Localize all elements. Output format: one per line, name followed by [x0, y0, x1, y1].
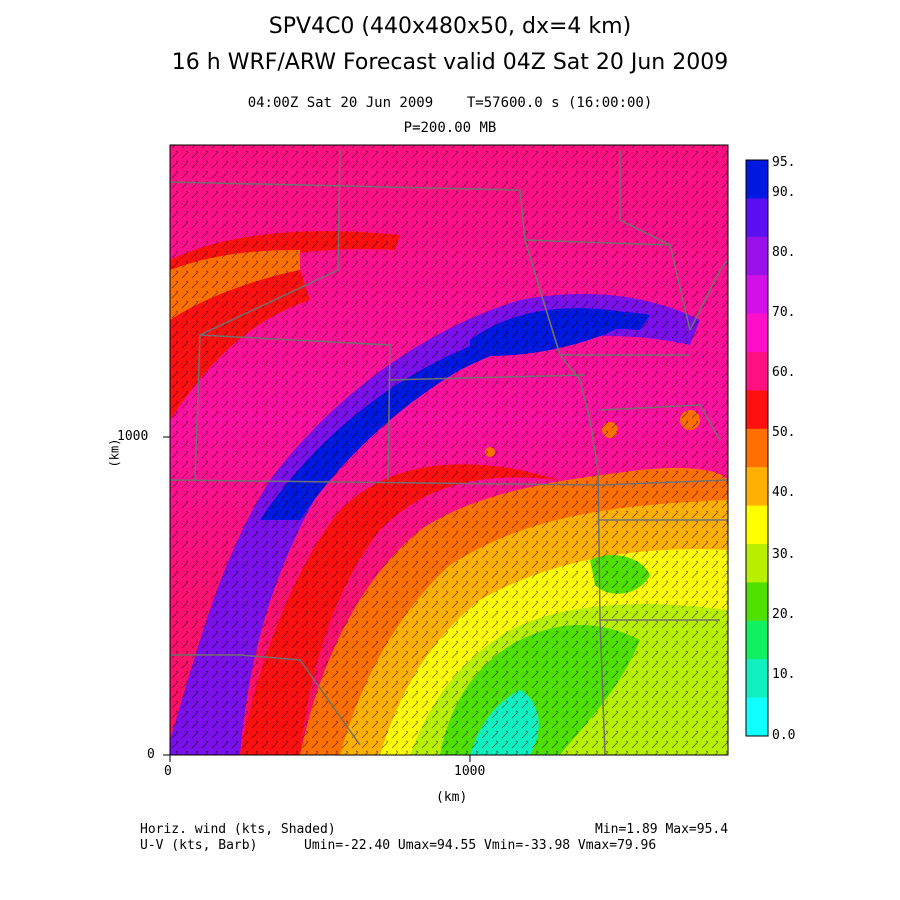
colorbar-label: 10. [772, 667, 796, 682]
title-line-1: SPV4C0 (440x480x50, dx=4 km) [268, 14, 632, 39]
axis-ticks [163, 436, 471, 762]
footer-minmax: Min=1.89 Max=95.4 [595, 822, 729, 837]
colorbar-label: 60. [772, 365, 796, 380]
y-tick-0: 0 [147, 747, 155, 762]
colorbar-swatch [746, 697, 768, 737]
x-axis-label: (km) [436, 790, 468, 805]
wind-speed-field [170, 145, 728, 755]
state-borders [170, 149, 728, 755]
colorbar-swatch [746, 659, 768, 699]
map-frame [169, 144, 729, 756]
footer-uv-stats: Umin=-22.40 Umax=94.55 Vmin=-33.98 Vmax=… [304, 838, 657, 853]
colorbar-swatch [746, 390, 768, 430]
colorbar-label: 40. [772, 485, 796, 500]
colorbar-label: 50. [772, 425, 796, 440]
x-tick-1000: 1000 [454, 764, 486, 779]
colorbar-label: 30. [772, 547, 796, 562]
y-tick-1000: 1000 [117, 429, 149, 444]
colorbar-label: 0.0 [772, 728, 796, 743]
colorbar-swatch [746, 505, 768, 545]
colorbar-swatch [746, 467, 768, 507]
colorbar-swatch [746, 620, 768, 660]
forecast-time: T=57600.0 s (16:00:00) [466, 95, 653, 111]
valid-time-line: 04:00Z Sat 20 Jun 2009 T=57600.0 s (16:0… [0, 95, 900, 111]
colorbar-swatch [746, 428, 768, 468]
colorbar-label: 90. [772, 185, 796, 200]
pressure-level: P=200.00 MB [403, 120, 497, 136]
footer-field-shaded: Horiz. wind (kts, Shaded) [140, 822, 336, 837]
y-axis-label: (km) [107, 438, 122, 468]
colorbar-swatch [746, 313, 768, 353]
colorbar-label: 20. [772, 607, 796, 622]
colorbar [745, 159, 769, 737]
colorbar-label: 95. [772, 155, 796, 170]
colorbar-swatch [746, 544, 768, 583]
colorbar-label: 80. [772, 245, 796, 260]
colorbar-frame [745, 159, 769, 737]
colorbar-label: 70. [772, 305, 796, 320]
title-line-2: 16 h WRF/ARW Forecast valid 04Z Sat 20 J… [171, 50, 729, 75]
colorbar-swatch [746, 352, 768, 391]
valid-time: 04:00Z Sat 20 Jun 2009 [247, 95, 434, 111]
footer-field-barb: U-V (kts, Barb) [140, 838, 258, 853]
colorbar-swatch [746, 582, 768, 622]
colorbar-swatch [746, 236, 768, 276]
x-tick-0: 0 [164, 764, 172, 779]
colorbar-swatch [746, 198, 768, 238]
colorbar-swatch [746, 275, 768, 315]
colorbar-swatch [746, 160, 768, 199]
